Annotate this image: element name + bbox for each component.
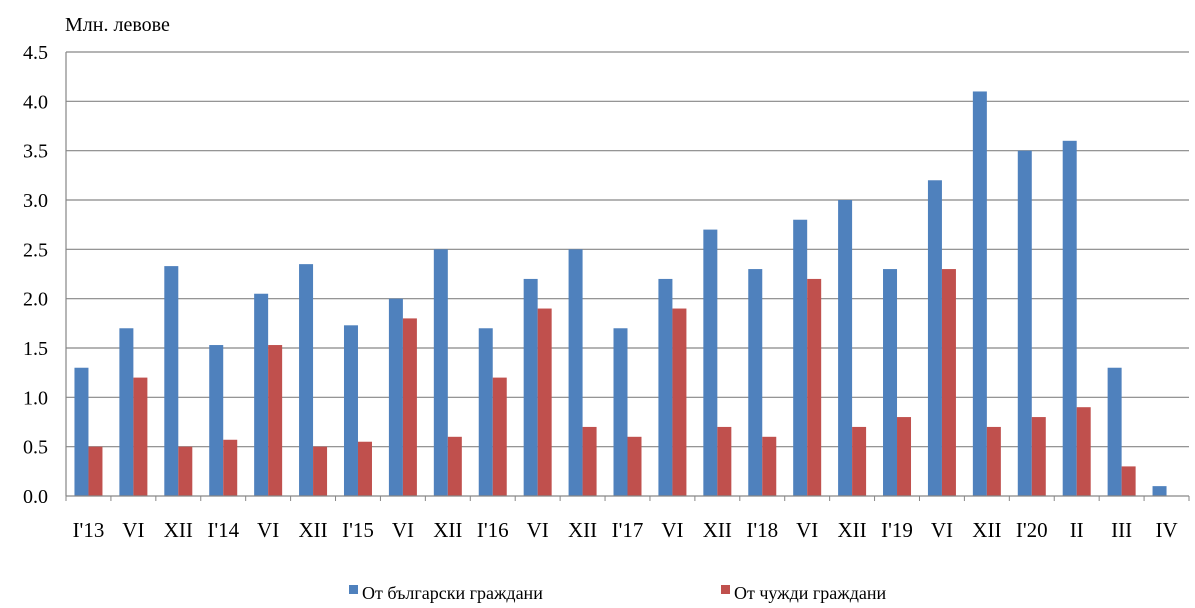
bar-foreign-citizens [402, 318, 417, 496]
bar-foreign-citizens [313, 446, 328, 496]
x-tick-label: VI [931, 518, 953, 542]
bar-bulgarian-citizens [478, 328, 493, 496]
bar-foreign-citizens [492, 377, 507, 496]
bar-bulgarian-citizens [523, 278, 538, 496]
bar-bulgarian-citizens [838, 200, 853, 496]
axes [65, 52, 1190, 501]
y-axis-label: Млн. левове [65, 14, 170, 36]
x-tick-label: I'19 [881, 518, 913, 542]
x-tick-labels: I'13 VI XII I'14 VI XII I'15 VI XII I'16 VI XII I'17… [73, 518, 1178, 542]
bar-bulgarian-citizens [927, 180, 942, 496]
x-tick-label: VI [796, 518, 818, 542]
bar-foreign-citizens [1121, 466, 1136, 496]
bar-bulgarian-citizens [299, 264, 314, 496]
x-tick-label: XII [838, 518, 867, 542]
legend-label: От български граждани [362, 583, 543, 603]
legend-swatch [721, 585, 730, 594]
y-tick-label: 2.0 [23, 289, 48, 311]
x-tick-label: XII [164, 518, 193, 542]
bar-foreign-citizens [897, 417, 912, 496]
bar-bulgarian-citizens [433, 249, 448, 496]
bar-foreign-citizens [717, 426, 732, 496]
x-tick-label: XII [433, 518, 462, 542]
y-tick-label: 0.0 [23, 486, 48, 508]
x-tick-label: VI [392, 518, 414, 542]
bar-bulgarian-citizens [1152, 486, 1167, 496]
y-tick-label: 4.5 [23, 42, 48, 64]
x-tick-label: I'14 [207, 518, 239, 542]
y-tick-label: 2.5 [23, 239, 48, 261]
x-tick-label: VI [527, 518, 549, 542]
bar-foreign-citizens [223, 439, 238, 496]
bar-bulgarian-citizens [164, 266, 179, 496]
y-tick-label: 1.0 [23, 387, 48, 409]
x-tick-label: III [1111, 518, 1132, 542]
bar-foreign-citizens [88, 446, 103, 496]
bar-bulgarian-citizens [209, 345, 224, 496]
bar-foreign-citizens [1076, 407, 1091, 496]
bar-foreign-citizens [582, 426, 597, 496]
legend-swatch [349, 585, 358, 594]
bar-bulgarian-citizens [883, 269, 898, 496]
bar-bulgarian-citizens [119, 328, 134, 496]
bar-bulgarian-citizens [1107, 367, 1122, 496]
bar-bulgarian-citizens [703, 229, 718, 496]
bar-bulgarian-citizens [388, 298, 403, 496]
x-tick-label: VI [122, 518, 144, 542]
bar-foreign-citizens [1031, 417, 1046, 496]
bars [74, 91, 1167, 497]
x-tick-label: I'13 [73, 518, 105, 542]
x-tick-label: VI [661, 518, 683, 542]
bar-bulgarian-citizens [74, 367, 89, 496]
legend-label: От чужди граждани [734, 583, 886, 603]
bar-bulgarian-citizens [613, 328, 628, 496]
y-tick-label: 1.5 [23, 338, 48, 360]
x-tick-label: I'16 [477, 518, 509, 542]
bar-foreign-citizens [357, 441, 372, 496]
bar-foreign-citizens [852, 426, 867, 496]
y-tick-label: 3.0 [23, 190, 48, 212]
bar-foreign-citizens [672, 308, 687, 496]
legend: От български граждани От чужди граждани [349, 583, 886, 603]
bar-bulgarian-citizens [1017, 150, 1032, 496]
x-tick-label: IV [1155, 518, 1177, 542]
bar-foreign-citizens [133, 377, 148, 496]
bar-bulgarian-citizens [658, 278, 673, 496]
bar-foreign-citizens [762, 436, 777, 496]
x-tick-label: XII [298, 518, 327, 542]
bar-bulgarian-citizens [748, 269, 763, 496]
x-tick-label: I'20 [1016, 518, 1048, 542]
bar-foreign-citizens [268, 345, 283, 496]
bar-bulgarian-citizens [972, 91, 987, 496]
x-tick-label: II [1070, 518, 1084, 542]
bar-foreign-citizens [941, 269, 956, 496]
x-tick-label: I'18 [746, 518, 778, 542]
bar-bulgarian-citizens [793, 219, 808, 496]
bar-bulgarian-citizens [343, 325, 358, 496]
bar-bulgarian-citizens [254, 293, 269, 496]
gridlines [66, 51, 1189, 448]
x-tick-label: XII [703, 518, 732, 542]
bar-foreign-citizens [447, 436, 462, 496]
y-tick-label: 4.0 [23, 91, 48, 113]
x-tick-label: I'15 [342, 518, 374, 542]
y-tick-label: 3.5 [23, 141, 48, 163]
bar-foreign-citizens [537, 308, 552, 496]
bar-foreign-citizens [627, 436, 642, 496]
bar-bulgarian-citizens [568, 249, 583, 496]
bar-bulgarian-citizens [1062, 140, 1077, 497]
x-tick-label: VI [257, 518, 279, 542]
bar-foreign-citizens [986, 426, 1001, 496]
bar-foreign-citizens [807, 278, 822, 496]
x-tick-label: XII [568, 518, 597, 542]
x-tick-label: XII [972, 518, 1001, 542]
y-tick-label: 0.5 [23, 437, 48, 459]
bar-foreign-citizens [178, 446, 193, 496]
x-tick-label: I'17 [612, 518, 644, 542]
y-tick-labels: 0.0 0.5 1.0 1.5 2.0 2.5 3.0 3.5 4.0 4.5 [23, 42, 48, 508]
